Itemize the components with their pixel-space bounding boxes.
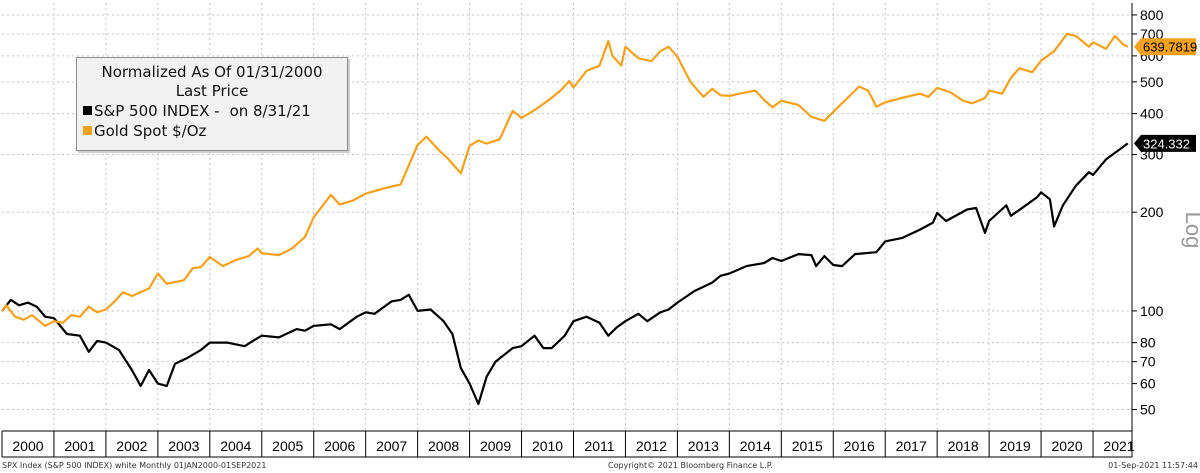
x-tick-label: 2012 xyxy=(636,438,667,454)
series-layer xyxy=(1,32,1129,406)
x-tick-label: 2014 xyxy=(740,438,771,454)
x-tick-label: 2005 xyxy=(272,438,303,454)
legend-title: Normalized As Of 01/31/2000 xyxy=(101,63,323,81)
x-tick-label: 2017 xyxy=(896,438,927,454)
x-tick-label: 2004 xyxy=(220,438,251,454)
y-tick-label: 50 xyxy=(1140,402,1156,418)
x-tick-label: 2021 xyxy=(1103,438,1134,454)
y-axis-label: Log xyxy=(1181,212,1200,249)
x-tick-label: 2010 xyxy=(532,438,563,454)
last-value-badge-gold xyxy=(1134,38,1196,56)
legend-label-sp500: S&P 500 INDEX - xyxy=(94,102,220,120)
y-tick-label: 700 xyxy=(1140,26,1164,42)
series-line-gold xyxy=(1,32,1129,327)
x-tick-label: 2013 xyxy=(688,438,719,454)
x-tick-label: 2015 xyxy=(792,438,823,454)
x-tick-label: 2007 xyxy=(376,438,407,454)
legend-label-gold: Gold Spot $/Oz xyxy=(94,122,207,140)
x-tick-label: 2011 xyxy=(584,438,614,454)
x-tick-label: 2003 xyxy=(168,438,199,454)
x-tick-label: 2018 xyxy=(948,438,979,454)
grid xyxy=(2,3,1132,431)
y-tick-label: 800 xyxy=(1140,7,1164,23)
x-tick-label: 2016 xyxy=(844,438,875,454)
x-tick-label: 2006 xyxy=(324,438,355,454)
footer-copyright: Copyright© 2021 Bloomberg Finance L.P. xyxy=(608,461,773,470)
last-value-label-sp500: 324.332 xyxy=(1143,136,1190,151)
y-tick-label: 200 xyxy=(1140,204,1164,220)
legend-subtitle: Last Price xyxy=(175,82,249,100)
y-tick-label: 500 xyxy=(1140,74,1164,90)
legend-item-sp500: S&P 500 INDEX - on 8/31/21 xyxy=(83,101,311,121)
x-tick-label: 2009 xyxy=(480,438,511,454)
x-tick-label: 2002 xyxy=(116,438,147,454)
x-axis: 2000 2001 2002 2003 2004 2005 2006 2007 2008 2009… xyxy=(1,430,1135,458)
series-line-sp500 xyxy=(1,142,1129,406)
y-tick-label: 400 xyxy=(1140,106,1164,122)
y-tick-label: 80 xyxy=(1140,335,1156,351)
legend-item-gold: Gold Spot $/Oz xyxy=(83,121,206,141)
x-tick-label: 2001 xyxy=(64,438,95,454)
legend-swatch-gold xyxy=(83,126,92,135)
last-value-label-gold: 639.7819 xyxy=(1143,40,1197,55)
y-tick-label: 70 xyxy=(1140,354,1156,370)
x-tick-label: 2008 xyxy=(428,438,459,454)
x-tick-label: 2000 xyxy=(12,438,43,454)
x-tick-label: 2019 xyxy=(1000,438,1031,454)
last-value-badge-sp500 xyxy=(1134,134,1196,152)
legend-box: Normalized As Of 01/31/2000 Last Price S… xyxy=(76,57,348,151)
x-tick-label: 2020 xyxy=(1051,438,1082,454)
footer-source: SPX Index (S&P 500 INDEX) white Monthly … xyxy=(2,461,267,470)
y-tick-label: 60 xyxy=(1140,376,1156,392)
y-tick-label: 100 xyxy=(1140,303,1164,319)
footer-timestamp: 01-Sep-2021 11:57:44 xyxy=(1108,461,1198,470)
legend-note-sp500: on 8/31/21 xyxy=(229,102,311,120)
badges: 324.332 639.7819 xyxy=(1134,38,1197,152)
legend-swatch-sp500 xyxy=(83,106,92,115)
